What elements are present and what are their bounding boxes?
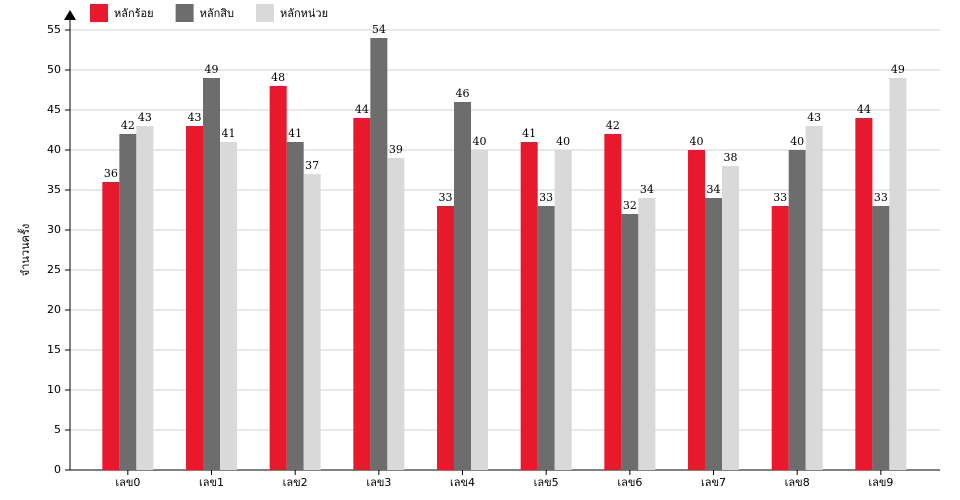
y-tick-label: 5 — [54, 423, 61, 436]
value-label: 46 — [456, 87, 470, 100]
value-label: 40 — [473, 135, 487, 148]
value-label: 41 — [222, 127, 236, 140]
y-tick-label: 10 — [47, 383, 61, 396]
bar — [102, 182, 120, 470]
value-label: 33 — [539, 191, 553, 204]
x-tick-label: เลข9 — [868, 476, 893, 489]
value-label: 41 — [288, 127, 302, 140]
legend-swatch — [175, 4, 194, 22]
value-label: 49 — [205, 63, 219, 76]
y-tick-label: 40 — [47, 143, 61, 156]
legend-swatch — [90, 4, 108, 22]
bar — [520, 142, 538, 470]
value-label: 48 — [271, 71, 285, 84]
x-tick-label: เลข4 — [450, 476, 475, 489]
bar — [638, 198, 656, 470]
axis-arrow — [64, 10, 76, 20]
bar — [722, 166, 740, 470]
value-label: 34 — [640, 183, 654, 196]
value-label: 32 — [623, 199, 637, 212]
bar — [554, 150, 572, 470]
value-label: 41 — [522, 127, 536, 140]
x-tick-label: เลข0 — [115, 476, 140, 489]
y-tick-label: 45 — [47, 103, 61, 116]
value-label: 44 — [355, 103, 369, 116]
bar — [186, 126, 204, 470]
bar — [705, 198, 723, 470]
value-label: 44 — [857, 103, 871, 116]
value-label: 37 — [305, 159, 319, 172]
value-label: 40 — [556, 135, 570, 148]
bar — [788, 150, 806, 470]
value-label: 40 — [790, 135, 804, 148]
bar — [872, 206, 890, 470]
value-label: 34 — [707, 183, 721, 196]
y-tick-label: 50 — [47, 63, 61, 76]
x-tick-label: เลข6 — [617, 476, 642, 489]
bar — [604, 134, 622, 470]
x-tick-label: เลข3 — [366, 476, 391, 489]
bar — [889, 78, 907, 470]
value-label: 38 — [724, 151, 738, 164]
value-label: 33 — [874, 191, 888, 204]
bar — [454, 102, 472, 470]
bar — [286, 142, 304, 470]
value-label: 40 — [690, 135, 704, 148]
bar — [220, 142, 238, 470]
value-label: 36 — [104, 167, 118, 180]
x-tick-label: เลข7 — [701, 476, 726, 489]
bar — [387, 158, 405, 470]
value-label: 54 — [372, 23, 386, 36]
legend-label: หลักหน่วย — [280, 7, 328, 20]
bar — [203, 78, 221, 470]
bar — [771, 206, 789, 470]
bar — [855, 118, 873, 470]
value-label: 43 — [188, 111, 202, 124]
bar — [370, 38, 388, 470]
value-label: 33 — [439, 191, 453, 204]
x-tick-label: เลข8 — [785, 476, 810, 489]
value-label: 42 — [121, 119, 135, 132]
bar — [805, 126, 823, 470]
x-tick-label: เลข5 — [534, 476, 559, 489]
bar — [621, 214, 639, 470]
y-axis-label: จำนวนครั้ง — [17, 224, 32, 276]
value-label: 49 — [891, 63, 905, 76]
bar — [353, 118, 371, 470]
bar — [471, 150, 489, 470]
legend-swatch — [255, 4, 274, 22]
legend-label: หลักร้อย — [114, 7, 154, 20]
x-tick-label: เลข1 — [199, 476, 224, 489]
bar — [537, 206, 555, 470]
value-label: 33 — [773, 191, 787, 204]
bar — [437, 206, 455, 470]
bar — [269, 86, 287, 470]
y-tick-label: 20 — [47, 303, 61, 316]
legend-label: หลักสิบ — [200, 7, 234, 20]
bar — [688, 150, 706, 470]
value-label: 42 — [606, 119, 620, 132]
value-label: 43 — [138, 111, 152, 124]
bar — [303, 174, 321, 470]
bar — [136, 126, 154, 470]
y-tick-label: 25 — [47, 263, 61, 276]
value-label: 39 — [389, 143, 403, 156]
y-tick-label: 55 — [47, 23, 61, 36]
y-tick-label: 35 — [47, 183, 61, 196]
value-label: 43 — [807, 111, 821, 124]
bar — [119, 134, 137, 470]
x-tick-label: เลข2 — [283, 476, 308, 489]
y-tick-label: 30 — [47, 223, 61, 236]
y-tick-label: 15 — [47, 343, 61, 356]
y-tick-label: 0 — [54, 463, 61, 476]
